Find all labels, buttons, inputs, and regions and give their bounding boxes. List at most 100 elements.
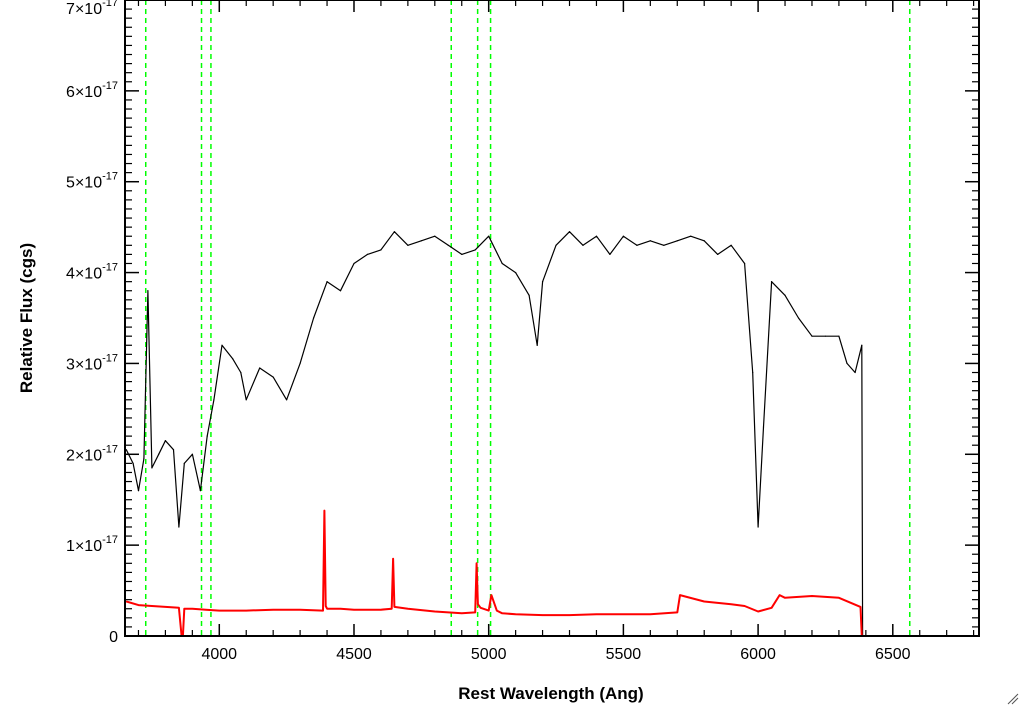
series-0-point: [690, 235, 692, 237]
series-1-line: [126, 509, 979, 637]
series-0-point: [393, 231, 396, 233]
series-1-point: [622, 613, 624, 615]
series-1-point: [245, 609, 247, 612]
y-tick-label: 7×10-17: [66, 0, 118, 18]
series-0-point: [528, 294, 530, 296]
series-1-point: [730, 603, 732, 605]
series-1-point: [178, 607, 180, 609]
series-1-point: [501, 612, 503, 614]
series-0-point: [240, 371, 242, 374]
series-0-point: [172, 449, 175, 451]
series-1-point: [515, 613, 517, 615]
series-1-point: [323, 510, 325, 512]
series-0-point: [461, 253, 463, 255]
series-0-point: [125, 449, 127, 451]
series-0-point: [649, 240, 651, 242]
series-1-point: [125, 600, 127, 603]
series-1-point: [541, 614, 544, 616]
series-0-point: [407, 244, 409, 246]
x-tick-label: 4500: [336, 646, 372, 663]
series-0-point: [676, 240, 678, 242]
series-0-point: [183, 462, 185, 464]
series-1-point: [676, 611, 678, 613]
series-1-point: [744, 605, 746, 607]
series-0-point: [326, 281, 328, 283]
series-1-point: [474, 611, 476, 613]
series-1-point: [838, 597, 840, 599]
series-0-point: [811, 335, 813, 337]
series-layer: [125, 231, 980, 637]
series-0-line: [125, 231, 864, 637]
series-1-point: [461, 612, 463, 614]
y-tick-label: 1×10-17: [66, 534, 118, 555]
series-1-point: [322, 609, 324, 612]
series-0-point: [199, 490, 202, 492]
series-0-point: [501, 262, 503, 265]
series-0-point: [366, 253, 369, 255]
series-0-point: [622, 235, 624, 237]
series-1-point: [164, 606, 167, 608]
y-tick-label: 5×10-17: [66, 171, 118, 192]
y-tick-label: 6×10-17: [66, 80, 118, 101]
series-1-point: [232, 609, 234, 612]
axes-layer: [124, 0, 980, 637]
series-0-point: [770, 281, 773, 283]
resize-grip-icon: [1007, 693, 1019, 705]
series-0-point: [582, 244, 584, 246]
series-0-point: [447, 244, 449, 246]
x-tick-label: 5500: [606, 646, 642, 663]
series-1-point: [679, 594, 681, 596]
series-0-point: [861, 344, 863, 346]
series-0-point: [206, 435, 208, 437]
series-0-point: [762, 426, 765, 428]
series-0-point: [286, 399, 288, 401]
series-0-point: [846, 362, 848, 365]
series-1-point: [757, 610, 759, 613]
series-0-point: [158, 453, 160, 455]
series-1-point: [779, 594, 781, 596]
series-1-point: [366, 609, 369, 611]
series-0-point: [797, 317, 800, 319]
x-tick-label: 4000: [201, 646, 237, 663]
series-0-point: [178, 526, 180, 528]
series-1-point: [568, 614, 571, 616]
series-0-point: [272, 376, 274, 378]
x-axis-label: Rest Wavelength (Ang): [458, 684, 643, 703]
series-0-point: [784, 294, 786, 296]
series-1-point: [191, 608, 193, 610]
series-1-point: [859, 606, 862, 608]
series-1-point: [137, 604, 140, 606]
series-1-point: [407, 608, 409, 610]
series-0-point: [536, 344, 538, 346]
series-1-point: [392, 558, 394, 560]
series-0-point: [312, 317, 315, 319]
y-tick-label: 3×10-17: [66, 352, 118, 373]
series-0-point: [143, 458, 145, 460]
series-1-point: [218, 609, 220, 612]
series-1-point: [496, 609, 498, 612]
series-0-point: [854, 371, 856, 374]
series-0-point: [568, 231, 571, 233]
series-0-point: [824, 335, 827, 337]
series-1-point: [770, 607, 773, 609]
series-0-point: [663, 244, 665, 246]
series-1-point: [649, 613, 651, 615]
series-0-point: [339, 290, 342, 292]
series-0-point: [757, 526, 759, 528]
x-tick-label: 6000: [740, 646, 776, 663]
series-0-point: [730, 244, 732, 246]
series-0-point: [541, 281, 544, 283]
series-1-point: [475, 562, 478, 564]
series-1-point: [353, 609, 355, 611]
series-1-point: [299, 609, 301, 611]
series-0-point: [420, 240, 422, 242]
series-1-point: [272, 609, 274, 611]
series-0-point: [515, 271, 517, 274]
series-0-point: [474, 249, 476, 251]
series-0-point: [488, 235, 490, 237]
x-tick-label: 6500: [875, 646, 911, 663]
series-1-point: [380, 609, 382, 611]
series-1-point: [339, 608, 342, 610]
